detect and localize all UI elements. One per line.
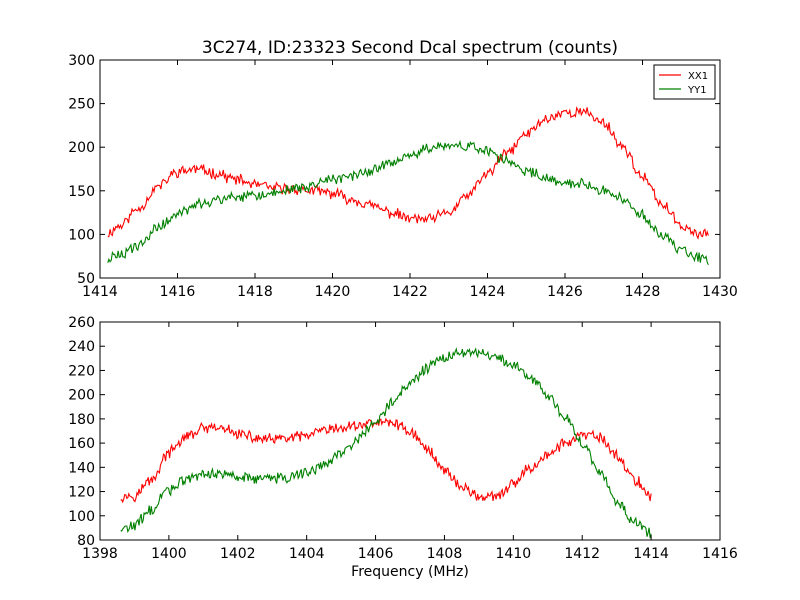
y-tick-label: 200 bbox=[68, 140, 95, 156]
chart-title: 3C274, ID:23323 Second Dcal spectrum (co… bbox=[202, 38, 618, 58]
x-tick-label: 1428 bbox=[625, 284, 661, 300]
legend-label-xx1: XX1 bbox=[688, 71, 708, 82]
x-tick-label: 1406 bbox=[358, 546, 394, 562]
y-tick-label: 220 bbox=[68, 363, 95, 379]
y-tick-label: 300 bbox=[68, 53, 95, 69]
bottom-panel: 1398 1400 1402 1404 1406 1408 1410 1412 1414 1416… bbox=[68, 315, 738, 562]
x-tick-label: 1422 bbox=[392, 284, 428, 300]
x-tick-label: 1430 bbox=[702, 284, 738, 300]
x-tick-label: 1410 bbox=[496, 546, 532, 562]
y-tick-label: 100 bbox=[68, 509, 95, 525]
y-tick-label: 100 bbox=[68, 227, 95, 243]
x-tick-label: 1414 bbox=[82, 284, 118, 300]
x-tick-label: 1400 bbox=[151, 546, 187, 562]
series-line-yy1-panel-1 bbox=[107, 139, 709, 266]
x-tick-label: 1424 bbox=[470, 284, 506, 300]
y-tick-label: 250 bbox=[68, 97, 95, 113]
y-tick-label: 180 bbox=[68, 412, 95, 428]
x-tick-label: 1408 bbox=[427, 546, 463, 562]
x-tick-label: 1420 bbox=[315, 284, 351, 300]
x-tick-label: 1398 bbox=[82, 546, 118, 562]
top-panel: 1414 1416 1418 1420 1422 1424 1426 1428 1430 50 10… bbox=[68, 53, 738, 300]
x-tick-label: 1416 bbox=[702, 546, 738, 562]
x-tick-label: 1404 bbox=[289, 546, 325, 562]
x-tick-label: 1416 bbox=[160, 284, 196, 300]
plot-frame bbox=[99, 321, 721, 541]
y-tick-label: 80 bbox=[77, 533, 95, 549]
y-tick-label: 120 bbox=[68, 485, 95, 501]
y-tick-label: 160 bbox=[68, 436, 95, 452]
x-axis-label: Frequency (MHz) bbox=[351, 564, 469, 580]
legend-box bbox=[653, 64, 716, 100]
x-tick-label: 1418 bbox=[237, 284, 273, 300]
y-tick-label: 240 bbox=[68, 339, 95, 355]
x-tick-label: 1414 bbox=[633, 546, 669, 562]
series-line-xx1-panel-1 bbox=[107, 106, 709, 240]
x-tick-label: 1412 bbox=[564, 546, 600, 562]
y-tick-label: 140 bbox=[68, 460, 95, 476]
y-tick-label: 50 bbox=[77, 271, 95, 287]
y-tick-label: 260 bbox=[68, 315, 95, 331]
series-line-yy1-panel-2 bbox=[120, 347, 652, 539]
x-tick-label: 1402 bbox=[220, 546, 256, 562]
y-tick-label: 200 bbox=[68, 388, 95, 404]
legend-label-yy1: YY1 bbox=[687, 85, 707, 96]
series-line-xx1-panel-2 bbox=[120, 417, 652, 504]
y-tick-label: 150 bbox=[68, 184, 95, 200]
x-tick-label: 1426 bbox=[547, 284, 583, 300]
